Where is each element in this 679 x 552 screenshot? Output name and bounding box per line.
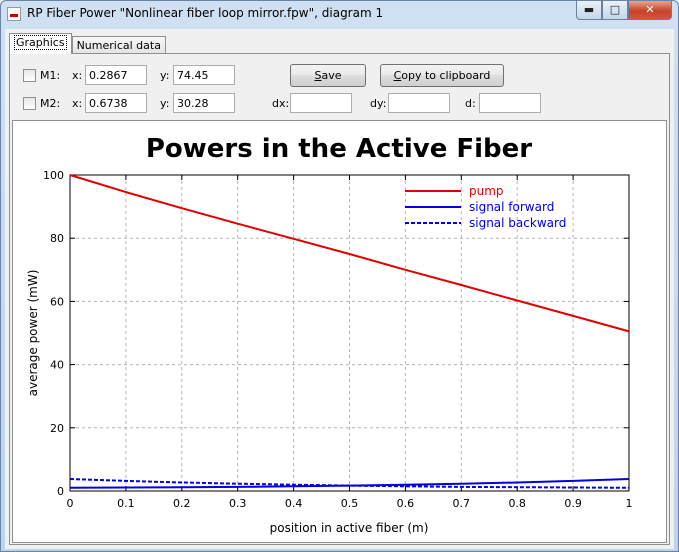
m2-y-label: y: <box>160 97 170 110</box>
window-controls: ▬ □ ✕ <box>576 1 672 21</box>
x-tick-label: 0.4 <box>285 497 303 510</box>
x-tick-label: 0.2 <box>173 497 191 510</box>
m2-y-field[interactable] <box>173 93 235 113</box>
chart-title: Powers in the Active Fiber <box>146 134 532 164</box>
copy-to-clipboard-button[interactable]: Copy to clipboard <box>380 64 504 87</box>
axis-ticks: 0 0.1 0.2 0.3 0.4 0.5 0.6 0.7 0.8 0.9 1 0 20 40 60 80 10… <box>43 169 633 510</box>
copy-hotkey: C <box>393 69 402 82</box>
legend-label: signal backward <box>469 216 566 230</box>
d-label: d: <box>465 97 476 110</box>
maximize-icon: □ <box>609 3 621 16</box>
dx-field[interactable] <box>290 93 352 113</box>
y-tick-label: 80 <box>50 232 64 245</box>
maximize-button[interactable]: □ <box>602 1 628 20</box>
tab-strip: Graphics Numerical data <box>9 33 166 55</box>
tab-numerical-data[interactable]: Numerical data <box>71 36 166 54</box>
close-icon: ✕ <box>645 3 655 16</box>
m1-x-label: x: <box>72 69 83 82</box>
m1-y-field[interactable] <box>173 65 235 85</box>
y-tick-label: 20 <box>50 422 64 435</box>
y-tick-label: 100 <box>43 169 64 182</box>
series-line-pump <box>69 174 630 333</box>
x-tick-label: 0.9 <box>564 497 582 510</box>
x-tick-label: 1 <box>626 497 633 510</box>
x-axis-label: position in active fiber (m) <box>270 521 429 535</box>
minimize-button[interactable]: ▬ <box>576 1 602 20</box>
y-axis-label: average power (mW) <box>26 270 40 397</box>
x-tick-label: 0.8 <box>508 497 526 510</box>
chart-area[interactable]: Powers in the Active Fiber 0 0.1 0.2 0.3 0.4… <box>12 120 667 543</box>
legend: pump signal forward signal backward <box>405 184 566 230</box>
save-hotkey: S <box>314 69 322 82</box>
series-lines <box>69 174 630 489</box>
client-area: Graphics Numerical data M1: x: y: Save C… <box>5 29 674 549</box>
x-tick-label: 0.7 <box>453 497 471 510</box>
d-field[interactable] <box>479 93 541 113</box>
m1-label: M1: <box>40 69 61 82</box>
m2-checkbox[interactable] <box>23 97 36 110</box>
close-button[interactable]: ✕ <box>628 1 672 20</box>
y-tick-label: 60 <box>50 295 64 308</box>
x-tick-label: 0.1 <box>117 497 135 510</box>
m1-y-label: y: <box>160 69 170 82</box>
tab-graphics[interactable]: Graphics <box>9 33 72 54</box>
m2-x-label: x: <box>72 97 83 110</box>
x-tick-label: 0.5 <box>341 497 359 510</box>
save-label: ave <box>321 69 342 82</box>
legend-label: pump <box>469 184 504 198</box>
m2-x-field[interactable] <box>85 93 147 113</box>
x-tick-label: 0 <box>67 497 74 510</box>
m1-checkbox[interactable] <box>23 69 36 82</box>
x-tick-label: 0.6 <box>397 497 415 510</box>
y-tick-label: 40 <box>50 359 64 372</box>
chart-svg: Powers in the Active Fiber 0 0.1 0.2 0.3 0.4… <box>26 134 633 535</box>
x-tick-label: 0.3 <box>229 497 247 510</box>
grid-lines <box>70 175 629 491</box>
y-tick-label: 0 <box>57 485 64 498</box>
series-line-signal-backward <box>69 478 630 489</box>
m1-x-field[interactable] <box>85 65 147 85</box>
minimize-icon: ▬ <box>583 3 595 16</box>
dy-field[interactable] <box>388 93 450 113</box>
save-button[interactable]: Save <box>290 64 366 87</box>
dy-label: dy: <box>370 97 387 110</box>
title-bar[interactable]: RP Fiber Power "Nonlinear fiber loop mir… <box>1 1 678 29</box>
tab-numerical-data-label: Numerical data <box>76 39 161 52</box>
legend-label: signal forward <box>469 200 554 214</box>
dx-label: dx: <box>272 97 290 110</box>
m2-label: M2: <box>40 97 61 110</box>
tab-graphics-label: Graphics <box>14 35 67 50</box>
app-icon <box>7 7 21 21</box>
copy-label: opy to clipboard <box>401 69 491 82</box>
window-title: RP Fiber Power "Nonlinear fiber loop mir… <box>27 6 384 20</box>
graphics-panel: M1: x: y: Save Copy to clipboard M2: x: … <box>9 53 670 545</box>
